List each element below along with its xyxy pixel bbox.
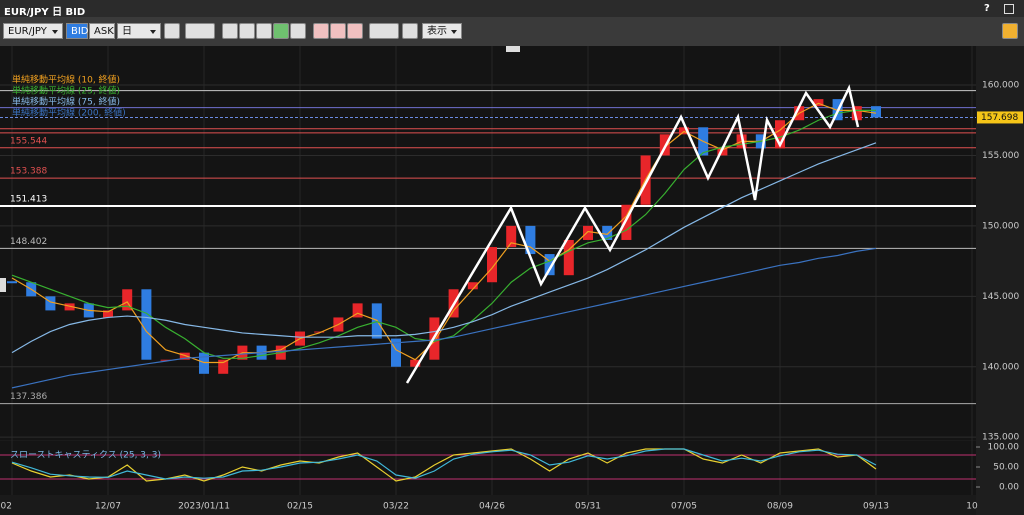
scroll-tab[interactable] [0, 278, 6, 292]
level-label: 155.544 [10, 136, 47, 146]
candle [506, 225, 517, 248]
candle [179, 352, 190, 360]
candle [64, 303, 75, 311]
title-bar: EUR/JPY 日 BID ? [0, 0, 1024, 18]
legend-entry: 単純移動平均線 (75, 終値) [12, 96, 120, 108]
period-select[interactable]: 日 [117, 23, 161, 39]
x-tick-label: 02/15 [287, 502, 313, 512]
candle [871, 106, 881, 118]
tool-button[interactable] [273, 23, 289, 39]
zoom-out-button[interactable] [239, 23, 255, 39]
price-axis [976, 46, 1024, 515]
x-tick-label: 10 [966, 502, 978, 512]
candle [487, 247, 497, 283]
y-tick-label: 150.000 [982, 221, 1019, 231]
candle [391, 338, 401, 367]
display-menu[interactable]: 表示 [422, 23, 462, 39]
bid-button[interactable]: BID [66, 23, 89, 39]
legend-entry: 単純移動平均線 (25, 終値) [12, 85, 120, 97]
y-tick-label: 160.000 [982, 81, 1019, 91]
legend-entry: 単純移動平均線 (10, 終値) [12, 74, 120, 86]
toolbar: EUR/JPY BID ASK 日 表示 [0, 17, 1024, 47]
moving-average [11, 142, 877, 354]
indicator-pane [0, 441, 976, 495]
candle [775, 120, 785, 149]
candle [103, 310, 113, 318]
x-tick-label: 04/26 [479, 502, 505, 512]
last-price-box [977, 111, 1023, 124]
candle [141, 289, 152, 360]
candle [314, 331, 325, 333]
candle [160, 359, 171, 361]
x-tick-label: 07/05 [671, 502, 697, 512]
candle [218, 359, 229, 374]
candle [122, 289, 133, 311]
y-tick-label: 155.000 [982, 151, 1019, 161]
x-tick-label: 12/07 [95, 502, 121, 512]
candle [717, 148, 728, 156]
indicator-tick-label: 50.00 [993, 463, 1019, 473]
tool-button[interactable] [402, 23, 418, 39]
candle [621, 204, 632, 240]
candle [525, 225, 536, 255]
level-label: 151.413 [10, 194, 47, 204]
last-price-label: 157.698 [981, 113, 1018, 123]
tool-button[interactable] [313, 23, 329, 39]
candle [352, 303, 363, 318]
price-pane [0, 46, 976, 440]
y-tick-label: 145.000 [982, 292, 1019, 302]
y-tick-label: 135.000 [982, 433, 1019, 443]
x-tick-label: 02 [1, 502, 12, 512]
candle [679, 127, 689, 135]
legend-entry: 単純移動平均線 (200, 終値) [12, 107, 126, 119]
tool-button[interactable] [256, 23, 272, 39]
draw-button[interactable] [369, 23, 399, 39]
level-label: 137.386 [10, 392, 47, 402]
candle [813, 99, 824, 107]
candle [467, 282, 478, 290]
tool-button[interactable] [330, 23, 346, 39]
candle [199, 352, 209, 374]
tool-button[interactable] [290, 23, 306, 39]
chart: 135.000 140.000 145.000 150.000 155.000 160.0… [0, 46, 1024, 515]
window-title: EUR/JPY 日 BID [4, 7, 86, 18]
indicator-title: スローストキャスティクス (25, 3, 3) [10, 450, 161, 461]
collapse-tab[interactable] [506, 46, 520, 52]
level-label: 153.388 [10, 167, 47, 177]
chart-type-button[interactable] [185, 23, 215, 39]
indicator-tick-label: 0.00 [999, 483, 1019, 493]
x-tick-label: 03/22 [383, 502, 409, 512]
x-tick-label: 09/13 [863, 502, 889, 512]
symbol-select[interactable]: EUR/JPY [3, 23, 63, 39]
candle [602, 225, 613, 240]
tool-button[interactable] [164, 23, 180, 39]
help-button[interactable]: ? [984, 3, 990, 14]
user-trendline [405, 84, 860, 384]
moving-average [11, 247, 877, 389]
candle [544, 254, 555, 276]
x-tick-label: 05/31 [575, 502, 601, 512]
stochastic-line [11, 448, 877, 480]
y-tick-label: 140.000 [982, 362, 1019, 372]
ask-button[interactable]: ASK [89, 23, 115, 39]
candle [410, 359, 421, 367]
x-tick-label: 08/09 [767, 502, 793, 512]
candle [563, 239, 574, 276]
maximize-button[interactable] [1004, 4, 1014, 14]
candle [45, 296, 56, 311]
tool-button[interactable] [347, 23, 363, 39]
x-tick-label: 2023/01/11 [178, 502, 230, 512]
settings-button[interactable] [1002, 23, 1018, 39]
candle [583, 225, 593, 240]
candle [851, 106, 862, 121]
zoom-in-button[interactable] [222, 23, 238, 39]
level-label: 148.402 [10, 237, 47, 247]
indicator-tick-label: 100.00 [988, 443, 1020, 453]
